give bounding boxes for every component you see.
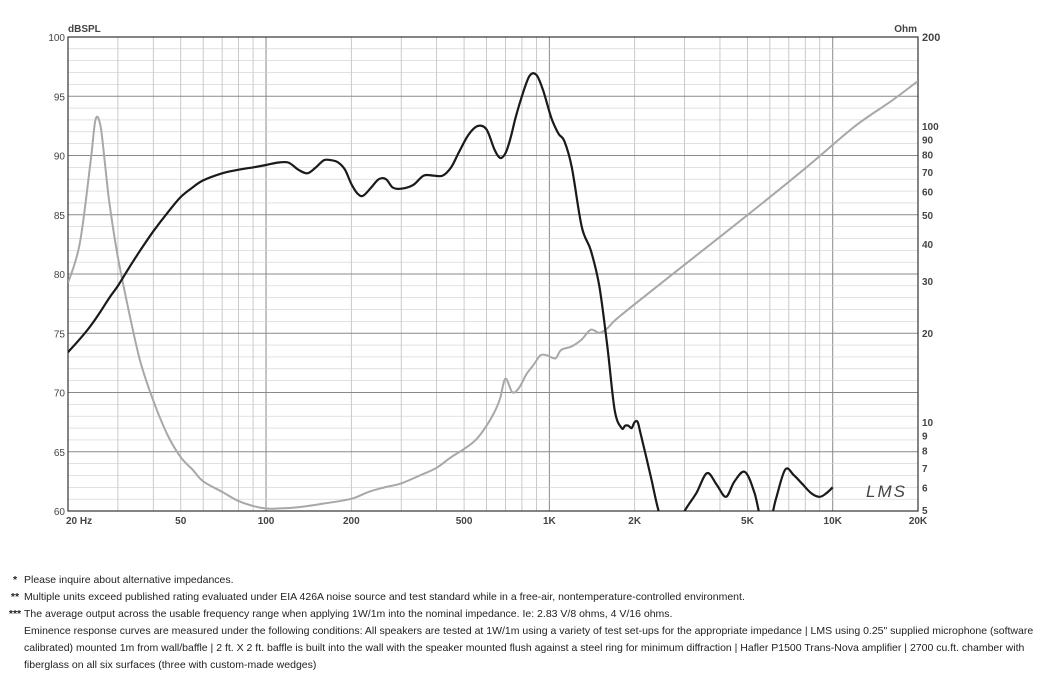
x-tick-label: 20 Hz — [66, 516, 92, 527]
y2-tick-label: 9 — [922, 431, 928, 442]
y-tick-label: 60 — [54, 507, 66, 518]
axes-labels: 20 Hz 50 100 200 500 1K 2K 5K 10K 20K606570758085… — [48, 32, 940, 527]
x-tick-label: 2K — [628, 516, 642, 527]
y2-tick-label: 200 — [922, 32, 940, 44]
y2-tick-label: 80 — [922, 151, 934, 162]
y-tick-label: 75 — [54, 329, 66, 340]
y-tick-label: 100 — [48, 33, 65, 44]
y2-tick-label: 30 — [922, 277, 934, 288]
right-axis-label: Ohm — [894, 24, 917, 35]
plot-frame — [67, 36, 919, 512]
y2-tick-label: 90 — [922, 136, 934, 147]
x-tick-label: 1K — [543, 516, 557, 527]
x-tick-label: 500 — [456, 516, 473, 527]
footnote-text: The average output across the usable fre… — [24, 608, 673, 620]
impedance-line — [68, 80, 918, 510]
y2-tick-label: 10 — [922, 418, 934, 429]
response-chart: 20 Hz 50 100 200 500 1K 2K 5K 10K 20K606570758085… — [48, 24, 940, 527]
y2-tick-label: 40 — [922, 240, 934, 251]
lms-watermark: LMS — [866, 482, 907, 501]
test-conditions-note: Eminence response curves are measured un… — [6, 623, 1046, 674]
footnote-marker: *** — [8, 608, 22, 620]
x-tick-label: 20K — [909, 516, 928, 527]
x-tick-label: 100 — [258, 516, 275, 527]
frequency-response-line — [68, 72, 834, 511]
y2-tick-label: 8 — [922, 447, 928, 458]
footnote-1: * Please inquire about alternative imped… — [6, 572, 1046, 589]
y2-tick-label: 100 — [922, 122, 939, 133]
y-tick-label: 65 — [54, 448, 66, 459]
y2-tick-label: 5 — [922, 506, 928, 517]
footnotes: * Please inquire about alternative imped… — [6, 572, 1046, 674]
y2-tick-label: 7 — [922, 464, 928, 475]
y2-tick-label: 60 — [922, 188, 934, 199]
y-tick-label: 95 — [54, 92, 66, 103]
x-tick-label: 5K — [741, 516, 755, 527]
left-axis-label: dBSPL — [68, 24, 101, 35]
footnote-marker: ** — [10, 591, 20, 603]
test-conditions-text: Eminence response curves are measured un… — [24, 625, 1034, 671]
x-tick-label: 10K — [824, 516, 843, 527]
footnote-text: Multiple units exceed published rating e… — [24, 591, 745, 603]
y-tick-label: 70 — [54, 389, 66, 400]
y-tick-label: 80 — [54, 270, 66, 281]
chart-grid — [67, 36, 919, 512]
series-layer — [68, 72, 918, 511]
y-tick-label: 85 — [54, 211, 66, 222]
footnote-text: Please inquire about alternative impedan… — [24, 574, 234, 586]
footnote-3: *** The average output across the usable… — [6, 606, 1046, 623]
y2-tick-label: 70 — [922, 168, 934, 179]
y2-tick-label: 50 — [922, 211, 934, 222]
footnote-marker: * — [12, 574, 18, 586]
x-tick-label: 50 — [175, 516, 187, 527]
footnote-2: ** Multiple units exceed published ratin… — [6, 589, 1046, 606]
y2-tick-label: 6 — [922, 484, 928, 495]
x-tick-label: 200 — [343, 516, 360, 527]
y2-tick-label: 20 — [922, 329, 934, 340]
y-tick-label: 90 — [54, 152, 66, 163]
